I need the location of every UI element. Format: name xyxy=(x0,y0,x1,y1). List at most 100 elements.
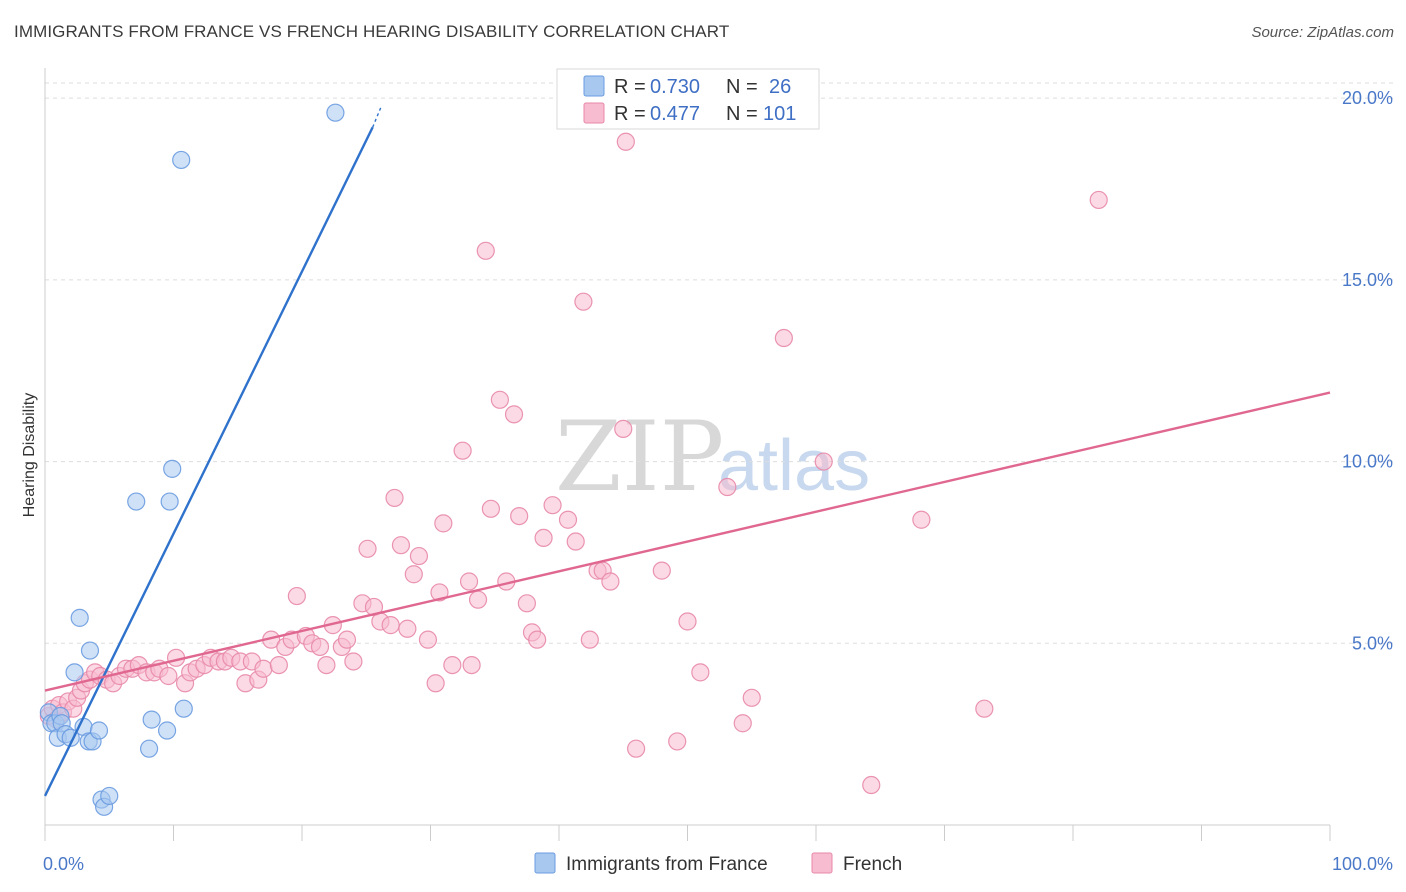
point-immigrants-from-france xyxy=(160,492,179,511)
legend-r-label-france: R = xyxy=(614,76,646,98)
point-french xyxy=(391,536,411,555)
point-french xyxy=(862,775,881,795)
y-axis-label: Hearing Disability xyxy=(21,393,38,518)
point-french xyxy=(912,510,931,529)
point-french xyxy=(337,630,357,649)
point-french xyxy=(678,612,697,631)
point-french xyxy=(574,292,593,311)
point-french xyxy=(742,688,761,707)
point-french xyxy=(510,506,529,526)
point-french xyxy=(385,488,404,508)
point-french xyxy=(159,666,178,686)
point-french xyxy=(614,419,633,438)
point-immigrants-from-france xyxy=(157,721,177,740)
gridlines xyxy=(45,82,1395,644)
bottom-legend-label-french[interactable]: French xyxy=(843,854,902,875)
point-french xyxy=(404,565,423,584)
point-french xyxy=(652,561,671,580)
point-french xyxy=(462,655,481,675)
point-french xyxy=(543,496,562,515)
legend-n-value-french: 101 xyxy=(763,103,796,125)
watermark-zip: ZIP xyxy=(555,401,724,513)
point-immigrants-from-france xyxy=(65,663,84,682)
point-immigrants-from-france xyxy=(326,103,345,122)
y-tick-label: 5.0% xyxy=(1352,633,1393,653)
point-french xyxy=(814,452,833,471)
point-french xyxy=(566,532,585,551)
point-french xyxy=(418,630,438,649)
data-points xyxy=(39,103,1108,816)
point-french xyxy=(434,514,453,533)
legend: R = 0.730 N = 26 R = 0.477 N = 101 xyxy=(556,68,820,130)
point-french xyxy=(317,655,336,675)
point-french xyxy=(481,499,500,518)
point-immigrants-from-france xyxy=(172,150,191,170)
point-french xyxy=(468,590,488,609)
point-french xyxy=(430,583,449,602)
legend-n-value-france: 26 xyxy=(769,76,791,98)
legend-r-label-french: R = xyxy=(614,103,646,125)
trendline-immigrants-from-france xyxy=(43,126,374,797)
point-french xyxy=(558,510,578,529)
point-french xyxy=(580,630,599,649)
legend-swatch-france xyxy=(583,75,605,97)
point-french xyxy=(774,328,793,348)
point-french xyxy=(310,637,330,657)
point-french xyxy=(975,699,994,718)
point-immigrants-from-france xyxy=(89,721,109,740)
axes xyxy=(44,68,1331,841)
point-french xyxy=(453,441,472,460)
point-french xyxy=(534,528,553,548)
point-french xyxy=(528,630,547,649)
point-french xyxy=(733,714,752,733)
point-french xyxy=(459,572,479,591)
point-french xyxy=(490,390,509,409)
trendline-french xyxy=(44,391,1331,692)
point-immigrants-from-france xyxy=(100,786,119,806)
point-french xyxy=(1089,190,1108,210)
point-french xyxy=(718,477,737,497)
point-french xyxy=(504,405,524,424)
point-french xyxy=(443,655,462,675)
y-tick-label: 20.0% xyxy=(1342,88,1393,108)
y-tick-label: 15.0% xyxy=(1342,270,1393,290)
point-french xyxy=(287,586,306,606)
trend-lines xyxy=(43,105,1331,797)
chart-title: IMMIGRANTS FROM FRANCE VS FRENCH HEARING… xyxy=(14,22,730,41)
point-french xyxy=(616,132,635,151)
point-french xyxy=(398,619,417,638)
point-french xyxy=(269,655,288,675)
tick-labels: 5.0% 10.0% 15.0% 20.0% 0.0% 100.0% xyxy=(43,88,1393,874)
watermark: ZIP atlas xyxy=(555,401,870,513)
point-french xyxy=(476,241,495,260)
bottom-legend[interactable]: Immigrants from France French xyxy=(534,852,902,875)
legend-r-value-france: 0.730 xyxy=(650,76,700,98)
point-immigrants-from-france xyxy=(80,641,100,660)
legend-n-label-france: N = xyxy=(726,76,758,98)
point-french xyxy=(626,739,646,758)
point-immigrants-from-france xyxy=(142,710,161,729)
point-french xyxy=(381,616,400,635)
x-tick-label: 100.0% xyxy=(1332,854,1393,874)
point-immigrants-from-france xyxy=(139,739,159,758)
point-immigrants-from-france xyxy=(163,459,182,478)
point-french xyxy=(358,539,377,558)
trendline-extension xyxy=(372,105,383,128)
point-immigrants-from-france xyxy=(70,608,89,627)
legend-swatch-french xyxy=(583,102,605,124)
point-french xyxy=(344,652,363,671)
source-label: Source: ZipAtlas.com xyxy=(1251,24,1394,41)
point-immigrants-from-france xyxy=(127,492,146,511)
legend-n-label-french: N = xyxy=(726,103,758,125)
point-french xyxy=(691,663,710,682)
point-immigrants-from-france xyxy=(174,699,193,718)
point-french xyxy=(517,594,536,613)
x-tick-label: 0.0% xyxy=(43,854,84,874)
legend-r-value-french: 0.477 xyxy=(650,103,700,125)
point-french xyxy=(601,572,620,591)
point-french xyxy=(409,546,429,566)
y-tick-label: 10.0% xyxy=(1342,452,1393,472)
bottom-legend-label-france[interactable]: Immigrants from France xyxy=(566,854,768,875)
bottom-legend-swatch-france xyxy=(534,852,556,874)
